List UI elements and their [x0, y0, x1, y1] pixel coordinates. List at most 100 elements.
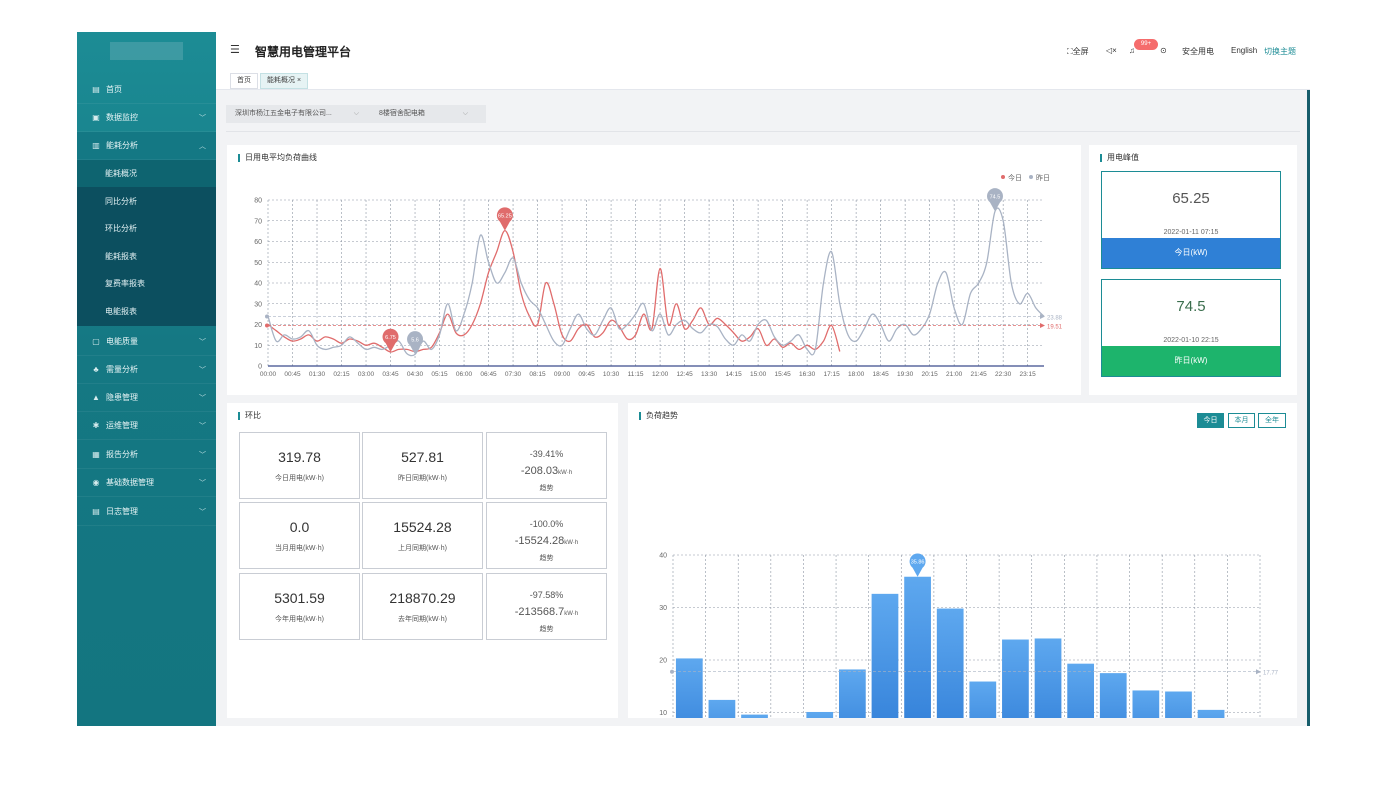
submenu-item-energy-report[interactable]: 能耗报表 — [77, 243, 216, 270]
fullscreen-label: 全屏 — [1072, 47, 1089, 56]
sidebar-item-demand[interactable]: ♣ 需量分析 ﹀ — [77, 356, 216, 384]
chevron-down-icon: ⌵ — [353, 110, 359, 117]
max-marker-shape — [909, 553, 926, 577]
sidebar-item-log[interactable]: ▤ 日志管理 ﹀ — [77, 498, 216, 526]
arrow-icon — [1040, 313, 1045, 319]
mute-icon[interactable]: ◁× — [1106, 46, 1117, 55]
demand-icon: ♣ — [93, 365, 99, 374]
sidebar-item-label: 隐患管理 — [106, 393, 138, 402]
yesterday-max-marker-label: 74.5 — [990, 194, 1001, 200]
chevron-down-icon: ﹀ — [199, 451, 206, 459]
database-icon: ◉ — [92, 478, 100, 487]
submenu-item-yoy[interactable]: 同比分析 — [77, 188, 216, 215]
sidebar-item-base-data[interactable]: ◉ 基础数据管理 ﹀ — [77, 469, 216, 497]
tab-energy-overview[interactable]: 能耗概况 × — [260, 73, 309, 89]
tab-home[interactable]: 首页 — [230, 73, 258, 89]
circuit-select-value: 8楼宿舍配电箱 — [379, 110, 425, 117]
last-year-same-period-label: 去年同期(kW·h) — [398, 616, 447, 623]
range-month-button[interactable]: 本月 — [1228, 413, 1255, 428]
daily-change-percent: -39.41% — [529, 449, 564, 459]
average-start-dot — [670, 669, 674, 674]
sidebar-item-data-monitor[interactable]: ▣ 数据监控 ﹀ — [77, 104, 216, 132]
bar-chart-icon: ▥ — [92, 141, 100, 150]
y-tick-label: 20 — [254, 322, 262, 329]
sidebar-item-label: 报告分析 — [106, 450, 138, 459]
unit-label: kW·h — [558, 470, 573, 476]
load-curve-chart: 0 10 20 30 40 50 60 70 80 00:00 00:45 01:30 02:15 03:… — [254, 173, 1063, 378]
peak-today-card: 65.25 2022-01-11 07:15 今日(kW) — [1101, 171, 1281, 269]
sidebar-item-home[interactable]: ▤ 首页 — [77, 76, 216, 104]
yesterday-max-marker-shape — [986, 188, 1003, 212]
panel-title: 负荷趋势 — [639, 412, 678, 420]
help-icon[interactable]: ⊙ — [1160, 46, 1167, 55]
yesterday-max-marker: 74.5 — [986, 188, 1003, 212]
sidebar-item-energy-analysis[interactable]: ▥ 能耗分析 ︿ — [77, 132, 216, 160]
language-link[interactable]: English — [1231, 46, 1258, 55]
last-month-same-period-cell: 15524.28 上月同期(kW·h) — [362, 502, 483, 569]
y-tick-label: 10 — [254, 343, 262, 350]
filter-bar: 深圳市杨江五金电子有限公司... ⌵ 8楼宿舍配电箱 ⌵ — [226, 105, 486, 123]
bar-09 — [969, 681, 997, 718]
sidebar-item-power-quality[interactable]: ▢ 电能质量 ﹀ — [77, 328, 216, 356]
daily-trend-cell: -39.41% -208.03kW·h 趋势 — [486, 432, 607, 499]
home-icon: ▤ — [92, 85, 100, 94]
company-select[interactable]: 深圳市杨江五金电子有限公司... ⌵ — [226, 105, 361, 123]
menu-collapse-icon[interactable]: ☰ — [230, 44, 240, 56]
notification-badge: 99+ — [1134, 39, 1158, 50]
y-tick-label: 80 — [254, 198, 262, 205]
today-usage-value: 319.78 — [278, 449, 321, 465]
y-tick-label: 30 — [659, 605, 667, 612]
chevron-up-icon: ︿ — [199, 142, 206, 150]
bell-icon[interactable]: ♫ — [1129, 46, 1135, 55]
bar-15 — [1165, 691, 1192, 718]
yesterday-min-marker-label: 5.6 — [411, 337, 419, 343]
chevron-down-icon: ﹀ — [199, 338, 206, 346]
warning-icon: ▲ — [92, 393, 100, 402]
chevron-down-icon: ﹀ — [199, 479, 206, 487]
fullscreen-icon: ⛶ — [1067, 47, 1073, 56]
bar-07 — [904, 576, 931, 718]
top-bar: ☰ 智慧用电管理平台 ⛶全屏 ◁× ♫ 99+ ⊙ 安全用电 English 切… — [216, 32, 1310, 70]
y-tick-label: 70 — [254, 218, 262, 225]
arrow-icon — [1040, 323, 1045, 329]
company-select-value: 深圳市杨江五金电子有限公司... — [235, 110, 332, 117]
circuit-select[interactable]: 8楼宿舍配电箱 ⌵ — [370, 105, 480, 123]
submenu-item-overview[interactable]: 能耗概况 — [77, 160, 216, 187]
chart-markers: 23.88 19.51 65.25 6.75 74.5 5.6 — [265, 188, 1063, 355]
submenu-item-power-report[interactable]: 电能报表 — [77, 298, 216, 325]
close-icon[interactable]: × — [296, 77, 302, 84]
last-month-same-period-label: 上月同期(kW·h) — [398, 545, 447, 552]
chevron-down-icon: ﹀ — [199, 422, 206, 430]
chevron-down-icon: ﹀ — [199, 508, 206, 516]
range-today-button[interactable]: 今日 — [1197, 413, 1224, 428]
fullscreen-button[interactable]: ⛶全屏 — [1067, 46, 1089, 57]
bar-14 — [1132, 690, 1160, 718]
comparison-panel: 环比 319.78 今日用电(kW·h) 527.81 昨日同期(kW·h) -… — [227, 403, 618, 718]
today-min-marker: 6.75 — [382, 328, 399, 352]
sidebar-item-label: 首页 — [106, 85, 122, 94]
legend-today-label: 今日 — [1008, 173, 1022, 182]
chevron-down-icon: ﹀ — [199, 394, 206, 402]
sidebar-item-report[interactable]: ▦ 报告分析 ﹀ — [77, 441, 216, 469]
y-tick-label: 40 — [659, 553, 667, 560]
x-tick-label: 00:45 — [284, 371, 301, 378]
theme-toggle[interactable]: 切换主题 — [1264, 47, 1296, 56]
safety-link[interactable]: 安全用电 — [1182, 47, 1214, 56]
legend-yesterday-label: 昨日 — [1036, 173, 1050, 182]
range-year-button[interactable]: 全年 — [1258, 413, 1286, 428]
divider — [226, 131, 1300, 132]
y-tick-label: 50 — [254, 260, 262, 267]
sidebar-item-maintenance[interactable]: ✱ 运维管理 ﹀ — [77, 412, 216, 440]
bar-12 — [1067, 663, 1095, 718]
submenu-item-tariff-report[interactable]: 复费率报表 — [77, 270, 216, 297]
max-marker: 35.86 — [909, 553, 926, 577]
today-series-line — [267, 229, 841, 353]
bar-06 — [871, 593, 899, 718]
unit-label: kW·h — [564, 611, 579, 617]
peak-yesterday-time: 2022-01-10 22:15 — [1163, 337, 1219, 344]
peak-today-label: 今日(kW) — [1102, 238, 1280, 268]
month-usage-label: 当月用电(kW·h) — [275, 545, 324, 552]
monthly-trend-cell: -100.0% -15524.28kW·h 趋势 — [486, 502, 607, 569]
sidebar-item-hazard[interactable]: ▲ 隐患管理 ﹀ — [77, 384, 216, 412]
submenu-item-mom[interactable]: 环比分析 — [77, 215, 216, 242]
